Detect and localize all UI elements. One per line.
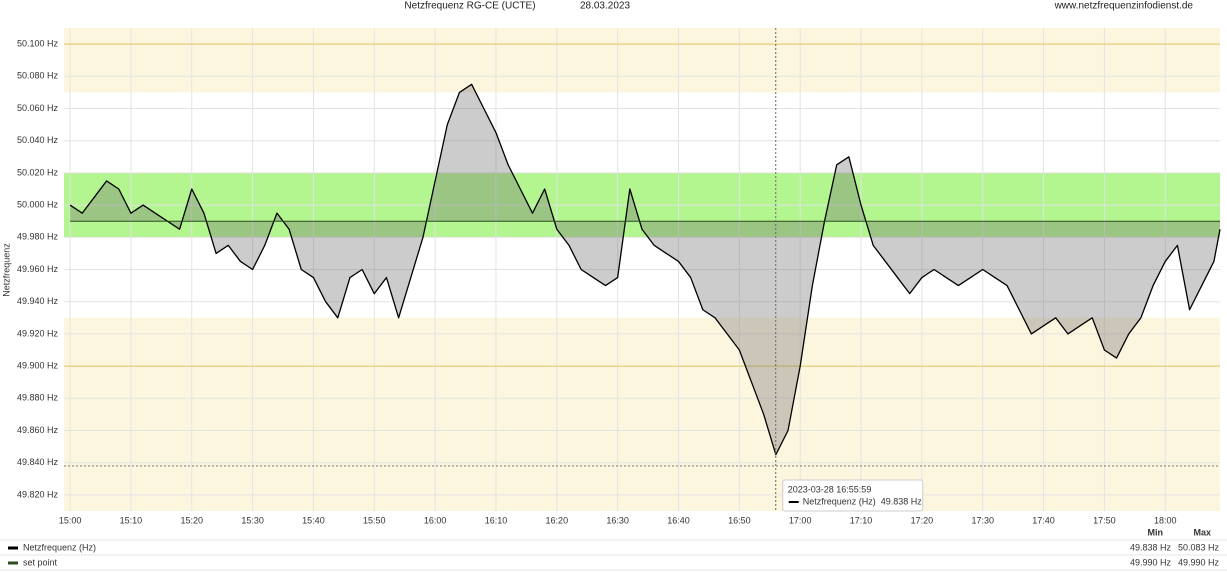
summary-value: 50.083 Hz (1178, 542, 1220, 552)
x-tick-label: 15:50 (363, 515, 386, 525)
y-tick-label: 50.040 Hz (17, 135, 59, 145)
band (64, 317, 1220, 511)
x-tick-label: 15:20 (181, 515, 204, 525)
x-tick-label: 16:00 (424, 515, 447, 525)
y-tick-label: 50.080 Hz (17, 71, 59, 81)
x-tick-label: 15:40 (302, 515, 325, 525)
chart-date: 28.03.2023 (580, 1, 630, 12)
chart-title: Netzfrequenz RG-CE (UCTE) (404, 1, 535, 12)
series-line (69, 83, 1221, 456)
tooltip-value: 49.838 Hz (881, 496, 923, 506)
tooltip-time: 2023-03-28 16:55:59 (788, 484, 872, 494)
x-tick-label: 15:10 (120, 515, 143, 525)
x-tick-label: 15:30 (241, 515, 264, 525)
y-tick-label: 49.880 Hz (17, 393, 59, 403)
band (64, 28, 1220, 93)
source: www.netzfrequenzinfodienst.de (1054, 1, 1194, 12)
legend-label: Netzfrequenz (Hz) (23, 542, 96, 552)
summary-value: 49.990 Hz (1130, 557, 1172, 567)
y-tick-label: 49.960 Hz (17, 264, 59, 274)
y-tick-label: 49.900 Hz (17, 360, 59, 370)
y-tick-label: 50.000 Hz (17, 199, 59, 209)
deviation-area (70, 84, 1220, 455)
y-tick-label: 49.940 Hz (17, 296, 59, 306)
y-tick-label: 49.980 Hz (17, 232, 59, 242)
x-tick-label: 18:00 (1154, 515, 1177, 525)
x-tick-label: 16:40 (667, 515, 690, 525)
x-tick-label: 17:40 (1032, 515, 1055, 525)
x-tick-label: 17:20 (911, 515, 934, 525)
x-tick-label: 15:00 (59, 515, 82, 525)
y-tick-label: 50.060 Hz (17, 103, 59, 113)
y-axis-label: Netzfrequenz (1, 243, 11, 297)
summary-value: 49.838 Hz (1130, 542, 1172, 552)
summary-header: Min (1148, 527, 1164, 537)
x-tick-label: 17:10 (850, 515, 873, 525)
x-tick-label: 16:10 (485, 515, 508, 525)
tooltip-series: Netzfrequenz (Hz) (803, 496, 876, 506)
y-tick-label: 50.020 Hz (17, 167, 59, 177)
x-tick-label: 16:50 (728, 515, 751, 525)
legend-label: set point (23, 557, 58, 567)
x-tick-label: 17:00 (789, 515, 812, 525)
y-tick-label: 50.100 Hz (17, 38, 59, 48)
x-tick-label: 16:30 (606, 515, 629, 525)
summary-header: Max (1193, 527, 1211, 537)
x-tick-label: 17:50 (1093, 515, 1116, 525)
x-tick-label: 16:20 (546, 515, 569, 525)
y-tick-label: 49.840 Hz (17, 457, 59, 467)
y-tick-label: 49.920 Hz (17, 328, 59, 338)
summary-value: 49.990 Hz (1178, 557, 1220, 567)
tooltip-box (782, 479, 924, 512)
y-tick-label: 49.820 Hz (17, 489, 59, 499)
y-tick-label: 49.860 Hz (17, 425, 59, 435)
x-tick-label: 17:30 (971, 515, 994, 525)
